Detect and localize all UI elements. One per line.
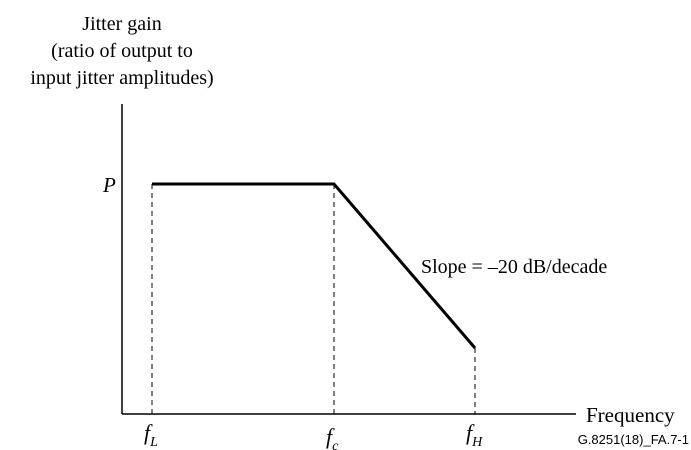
x-axis-title: Frequency [586,403,675,427]
jitter-gain-curve [152,182,477,349]
f-low-sub: L [149,435,158,450]
f-low-label: fL [144,420,158,450]
f-high-base: f [466,420,475,445]
f-c-sub: c [332,439,339,450]
f-low-base: f [144,420,153,445]
y-marker-p: P [102,173,116,197]
y-axis-title-line-2: (ratio of output to [51,40,193,62]
f-high-sub: H [471,435,483,450]
y-axis-title-line-3: input jitter amplitudes) [30,67,213,89]
figure-id: G.8251(18)_FA.7-1 [578,432,689,447]
y-axis-title-line-1: Jitter gain [82,13,161,35]
f-c-base: f [326,424,335,449]
f-c-label: fc [326,424,339,450]
slope-label: Slope = –20 dB/decade [421,256,607,278]
f-high-label: fH [466,420,483,450]
